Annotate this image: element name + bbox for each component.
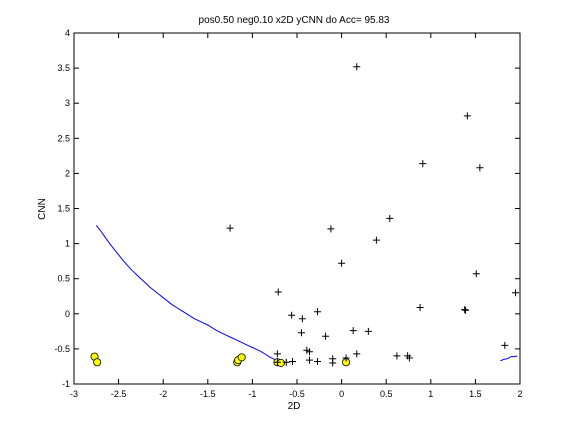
plus-point xyxy=(289,358,297,366)
x-tick-label: 2 xyxy=(517,389,522,399)
plus-point xyxy=(386,214,394,222)
plus-point xyxy=(342,354,350,362)
plus-point xyxy=(305,348,313,356)
plus-point xyxy=(512,289,520,297)
y-tick-label: 1.5 xyxy=(57,204,70,214)
y-tick-label: 2 xyxy=(65,168,70,178)
plot-frame xyxy=(73,32,521,385)
plus-point xyxy=(314,308,322,316)
x-tick-label: -2.5 xyxy=(111,389,127,399)
x-tick-label: -0.5 xyxy=(289,389,305,399)
plus-point xyxy=(405,354,413,362)
curve-left-segment xyxy=(95,224,284,363)
x-axis-label: 2D xyxy=(288,401,301,412)
curve-right-segment xyxy=(500,355,518,362)
plus-point xyxy=(274,288,282,296)
plus-point xyxy=(416,303,424,311)
circle-series xyxy=(90,352,351,367)
plus-point xyxy=(329,359,337,367)
x-tick-label: 1.5 xyxy=(469,389,482,399)
x-tick-label: -3 xyxy=(70,389,78,399)
x-tick-label: -1 xyxy=(248,389,256,399)
y-tick-label: 2.5 xyxy=(57,133,70,143)
plus-point xyxy=(463,112,471,120)
plus-point xyxy=(298,315,306,323)
plus-point xyxy=(419,160,427,168)
plus-point xyxy=(353,63,361,71)
plus-point xyxy=(327,225,335,233)
y-tick-label: 3 xyxy=(65,98,70,108)
x-tick-label: 1 xyxy=(428,389,433,399)
decision-curve xyxy=(95,224,518,363)
plus-point xyxy=(297,329,305,337)
chart-title: pos0.50 neg0.10 x2D yCNN do Acc= 95.83 xyxy=(199,15,390,26)
plus-point xyxy=(349,327,357,335)
plus-point xyxy=(393,352,401,360)
plus-point xyxy=(461,306,469,314)
plus-point xyxy=(226,224,234,232)
y-tick-label: 4 xyxy=(65,28,70,38)
y-tick-label: -0.5 xyxy=(54,344,70,354)
y-tick-label: 1 xyxy=(65,239,70,249)
plus-point xyxy=(476,164,484,172)
axes: -3 -2.5 -2 -1.5 -1 -0.5 0 0.5 1 1.5 2 -1 -0.5 0 0.5 1 1.… xyxy=(54,28,522,399)
y-tick-label: 0 xyxy=(65,309,70,319)
x-tick-label: 0 xyxy=(339,389,344,399)
plus-point xyxy=(314,358,322,366)
y-tick-label: 3.5 xyxy=(57,63,70,73)
x-tick-label: -1.5 xyxy=(200,389,216,399)
plus-series xyxy=(226,63,520,367)
plus-point xyxy=(273,358,281,366)
plus-point xyxy=(305,356,313,364)
plus-point xyxy=(273,350,281,358)
circle-point xyxy=(93,358,102,367)
y-axis-label: CNN xyxy=(37,198,48,220)
plus-point xyxy=(322,332,330,340)
circle-point xyxy=(237,353,246,362)
circle-point xyxy=(276,358,285,367)
plus-point xyxy=(501,341,509,349)
y-tick-label: 0.5 xyxy=(57,274,70,284)
x-tick-label: -2 xyxy=(159,389,167,399)
plus-point xyxy=(353,350,361,358)
plus-point xyxy=(364,327,372,335)
y-tick-label: -1 xyxy=(62,379,70,389)
plus-point xyxy=(288,311,296,319)
plus-point xyxy=(372,236,380,244)
plus-point xyxy=(338,259,346,267)
x-tick-label: 0.5 xyxy=(380,389,393,399)
plus-point xyxy=(462,306,470,314)
plus-point xyxy=(282,358,290,366)
plus-point xyxy=(472,270,480,278)
